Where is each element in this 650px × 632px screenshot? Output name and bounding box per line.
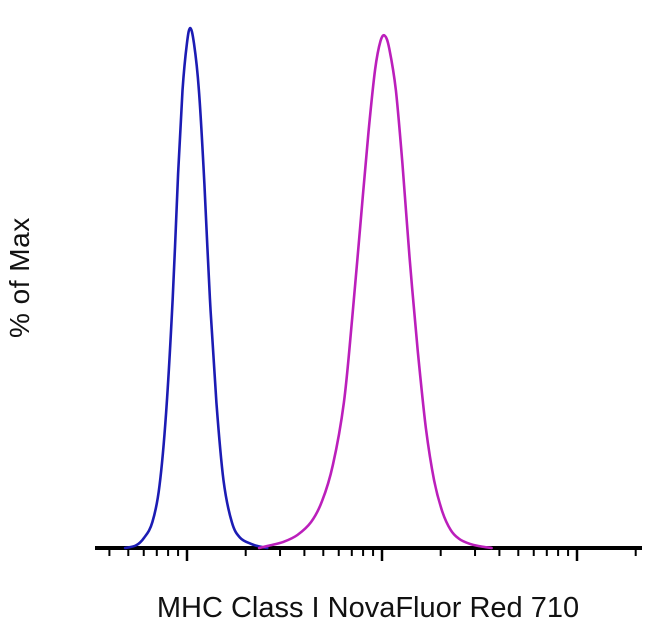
x-axis-label: MHC Class I NovaFluor Red 710 (156, 592, 580, 624)
magenta-curve-path (257, 34, 493, 550)
x-axis-line (95, 546, 642, 550)
blue-curve-path (123, 26, 269, 550)
y-axis-label: % of Max (4, 217, 35, 339)
